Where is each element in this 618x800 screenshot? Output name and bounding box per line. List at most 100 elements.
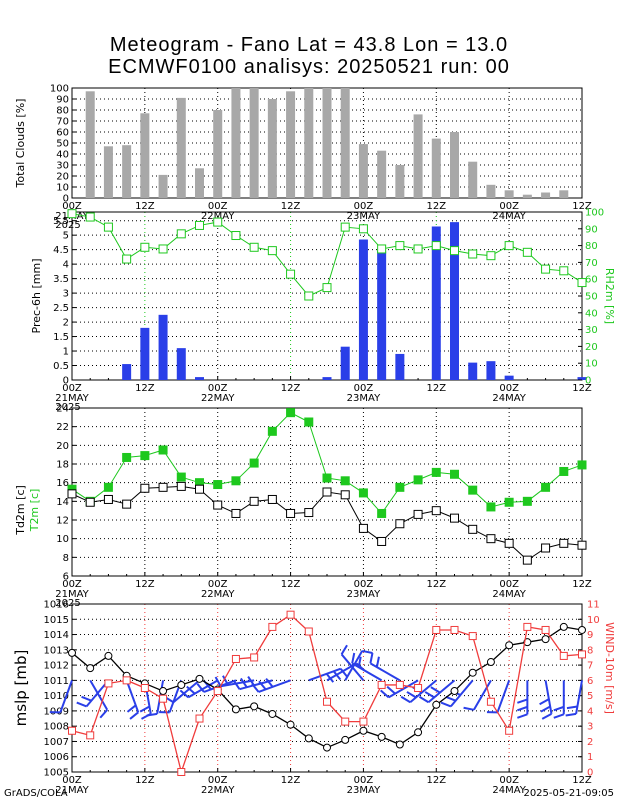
rh-point <box>504 241 514 251</box>
mslp-point <box>541 635 550 644</box>
y-tick-label: 1013 <box>44 645 69 656</box>
precip-bar <box>122 364 132 380</box>
mslp-point <box>304 734 313 743</box>
wind-barb <box>440 679 474 708</box>
x-tick-label: 00Z <box>499 579 519 590</box>
rh-point <box>122 254 132 264</box>
wind-barb <box>486 680 511 714</box>
y2-tick-label: 8 <box>587 645 593 656</box>
cloud-bar <box>304 88 314 198</box>
y2-tick-label: 5 <box>587 691 593 702</box>
cloud-bar <box>176 97 186 198</box>
wind-speed-point <box>395 680 404 689</box>
y-tick-label: 2 <box>63 318 69 329</box>
y2-tick-label: 7 <box>587 661 593 672</box>
x-tick-label: 12Z <box>426 383 446 394</box>
t2m-point <box>577 460 587 470</box>
cloud-bar <box>486 184 496 198</box>
td2m-point <box>322 487 332 497</box>
mslp-point <box>377 732 386 741</box>
td2m-point <box>413 509 423 519</box>
precip-bar <box>158 314 168 380</box>
mslp-point <box>559 622 568 631</box>
wind-speed-point <box>122 676 131 685</box>
t2m-point <box>431 467 441 477</box>
x-tick-label: 12Z <box>135 775 155 786</box>
y-tick-label: 20 <box>56 172 69 183</box>
mslp-point <box>268 709 277 718</box>
x-tick-label: 12Z <box>281 383 301 394</box>
cloud-bar <box>450 132 459 198</box>
rh-point <box>522 247 532 257</box>
td2m-point <box>176 481 186 491</box>
y-tick-label: 40 <box>56 150 69 161</box>
mslp-point <box>104 651 113 660</box>
wind-barb <box>565 680 583 717</box>
y-tick-label: 3 <box>63 289 69 300</box>
wind-speed-point <box>578 650 586 659</box>
y-tick-label: 22 <box>56 422 69 433</box>
t2m-point <box>541 482 551 492</box>
td2m-point <box>85 497 95 507</box>
y2-tick-label: 50 <box>585 292 598 303</box>
mslp-point <box>395 740 404 749</box>
y2-tick-label: 60 <box>585 275 598 286</box>
mslp-point <box>177 680 186 689</box>
t2m-point <box>249 458 259 468</box>
y-tick-label: 1 <box>63 347 69 358</box>
x-tick-label: 12Z <box>572 775 592 786</box>
chart-subtitle: ECMWF0100 analisys: 20250521 run: 00 <box>108 56 510 78</box>
t2m-point <box>304 417 314 427</box>
x-tick-label: 00Z <box>208 201 228 212</box>
y2-tick-label: 10 <box>587 615 600 626</box>
wind-speed-point <box>104 679 113 688</box>
mslp-point <box>578 625 586 634</box>
t2m-point <box>140 451 150 461</box>
td2m-point <box>559 538 569 548</box>
x-tick-label: 00Z <box>208 775 228 786</box>
mslp-point <box>86 664 95 673</box>
t2m-point <box>231 476 241 486</box>
x-date-label: 23MAY <box>347 589 381 600</box>
wind-speed-point <box>505 726 514 735</box>
y2-tick-label: 40 <box>585 308 598 319</box>
cloud-bar <box>377 150 387 198</box>
y-axis-label: mslp [mb] <box>12 650 30 727</box>
wind-barb <box>351 652 383 682</box>
y2-tick-label: 1 <box>587 752 593 763</box>
t2m-point <box>450 469 459 479</box>
y2-tick-label: 70 <box>585 258 598 269</box>
wind-speed-point <box>286 610 295 619</box>
y2-tick-label: 6 <box>587 676 593 687</box>
cloud-bar <box>213 110 223 198</box>
wind-speed-point <box>450 625 459 634</box>
mslp-point <box>414 728 423 737</box>
y-tick-label: 3.5 <box>53 274 69 285</box>
footer-left: GrADS/COLA <box>4 788 68 799</box>
wind-barb <box>125 680 140 720</box>
rh-point <box>431 241 441 251</box>
cloud-bar <box>431 138 441 198</box>
td2m-point <box>140 483 150 493</box>
wind-barb <box>553 680 565 719</box>
wind-barb <box>251 678 291 693</box>
wind-speed-point <box>250 653 259 662</box>
precip-bar <box>468 362 478 380</box>
rh-point <box>304 291 314 301</box>
wind-barb <box>340 644 365 682</box>
mslp-point <box>486 658 495 667</box>
x-tick-label: 00Z <box>354 775 374 786</box>
t2m-point <box>158 445 168 455</box>
y-tick-label: 1008 <box>44 722 69 733</box>
y2-tick-label: 80 <box>585 241 598 252</box>
y-tick-label: 10 <box>56 183 69 194</box>
precip-bar <box>450 222 459 380</box>
y-tick-label: 1005 <box>44 768 69 779</box>
wind-barb <box>89 679 109 719</box>
t2m-point <box>559 466 569 476</box>
y-tick-label: 0 <box>63 194 69 205</box>
cloud-bar <box>158 174 168 198</box>
y-tick-label: 5 <box>63 231 69 242</box>
wind-speed-point <box>140 684 149 692</box>
rh-point <box>176 229 186 239</box>
